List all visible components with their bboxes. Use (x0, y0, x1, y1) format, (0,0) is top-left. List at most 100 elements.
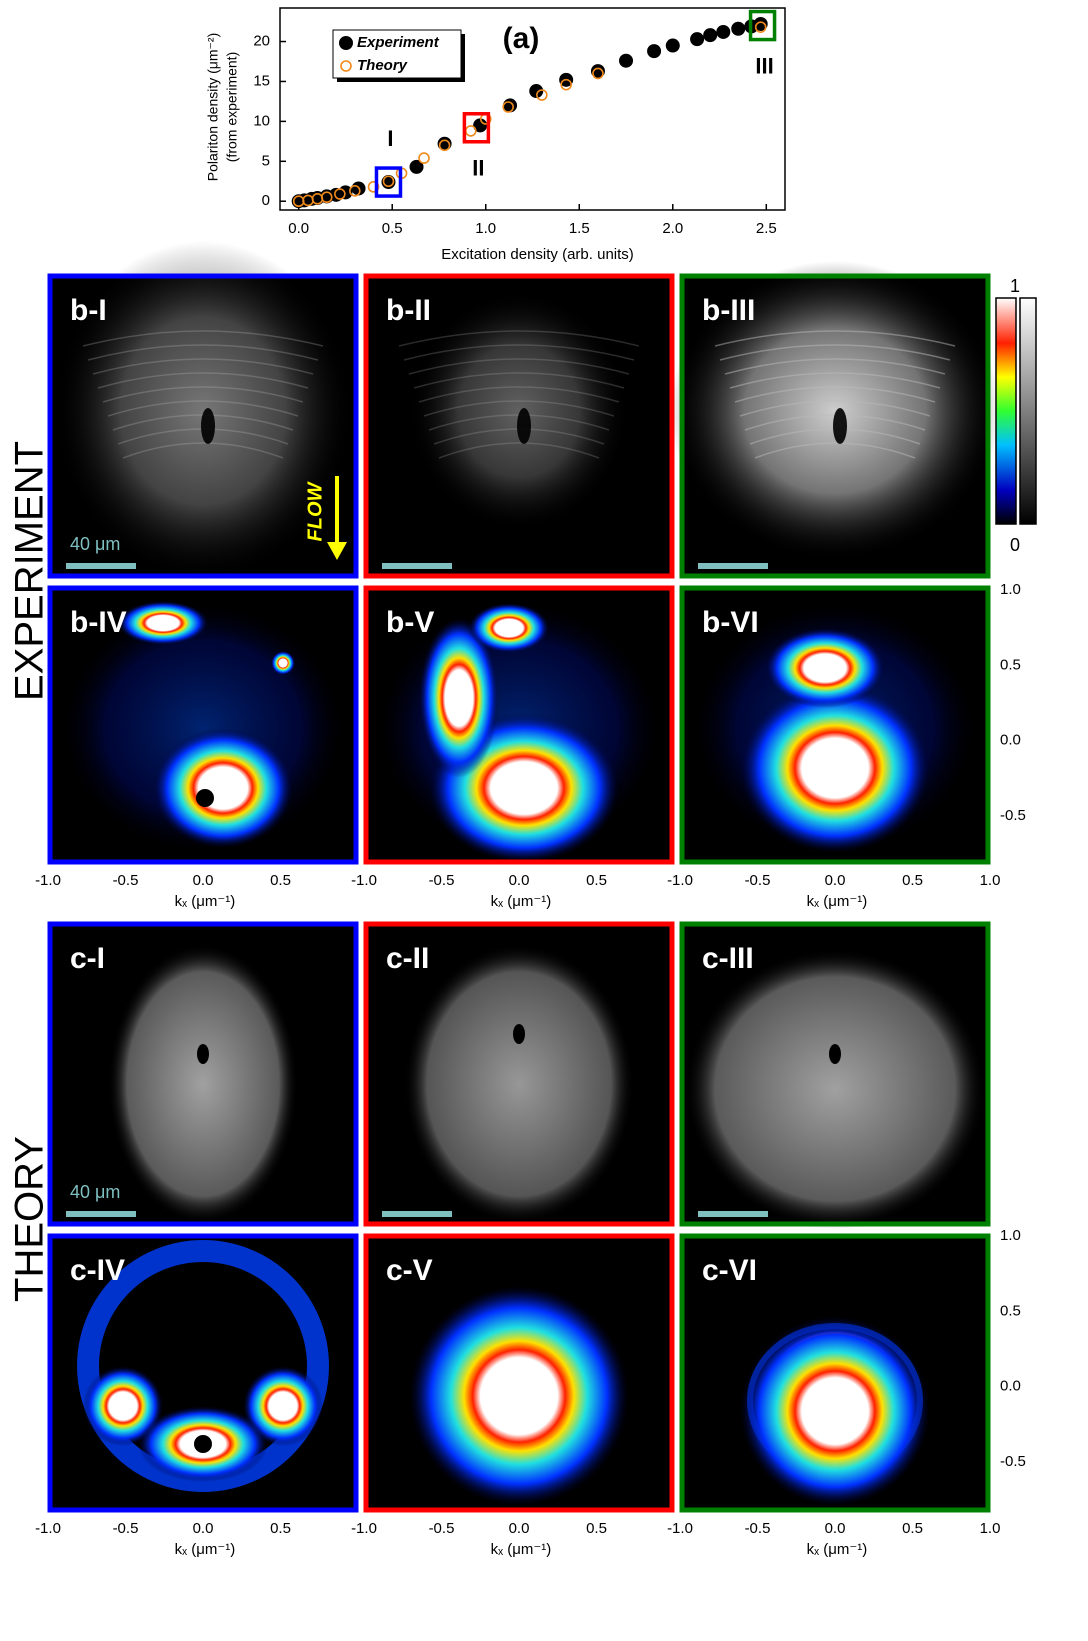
kx-axis-label: kₓ (μm⁻¹) (491, 893, 552, 910)
kx-tick-label: -0.5 (113, 1520, 139, 1537)
intensity (108, 944, 298, 1224)
chart-title: (a) (503, 22, 540, 55)
kx-tick-label: -1.0 (351, 872, 377, 889)
panel-label: c-I (70, 942, 105, 975)
pump-spot (194, 1435, 212, 1453)
x-tick-label: 2.0 (662, 220, 683, 237)
data-point (666, 39, 679, 52)
kx-tick-label: 0.0 (509, 1520, 530, 1537)
legend-label: Experiment (357, 34, 440, 51)
k-blob (118, 601, 208, 645)
defect (201, 408, 215, 444)
colorbar-max: 1 (1010, 276, 1020, 296)
panel-label: b-VI (702, 606, 759, 639)
panel-label: b-II (386, 294, 431, 327)
pump-spot (196, 789, 214, 807)
ky-tick-label: 1.0 (1000, 1227, 1021, 1244)
data-point (466, 126, 476, 136)
kx-tick-label: 0.0 (825, 1520, 846, 1537)
annotation-label: I (387, 126, 393, 151)
kx-tick-label: 0.5 (270, 872, 291, 889)
x-tick-label: 1.5 (569, 220, 590, 237)
k-blob (271, 651, 295, 675)
ky-tick-label: 0.0 (1000, 732, 1021, 749)
kx-axis-label: kₓ (μm⁻¹) (175, 893, 236, 910)
defect (513, 1024, 525, 1044)
data-point (704, 29, 717, 42)
kx-tick-label: 1.0 (980, 1520, 1001, 1537)
panel-label: c-VI (702, 1254, 757, 1287)
ky-tick-label: -0.5 (1000, 807, 1026, 824)
y-axis-label: Polariton density (μm⁻²) (205, 33, 221, 182)
data-point (648, 45, 661, 58)
kx-tick-label: -0.5 (429, 1520, 455, 1537)
k-blob (409, 1286, 629, 1506)
ky-tick-label: -0.5 (1000, 1453, 1026, 1470)
kx-tick-label: 0.5 (270, 1520, 291, 1537)
k-blob (469, 603, 549, 653)
defect (197, 1044, 209, 1064)
kx-tick-label: -0.5 (113, 872, 139, 889)
annotation-label: II (472, 156, 484, 181)
legend-label: Theory (357, 57, 408, 74)
colorbar-gray (1020, 298, 1036, 524)
defect (829, 1044, 841, 1064)
kx-tick-label: 0.5 (902, 872, 923, 889)
data-point (620, 54, 633, 67)
kx-tick-label: 0.5 (586, 1520, 607, 1537)
panel-label: c-II (386, 942, 429, 975)
kx-axis-label: kₓ (μm⁻¹) (807, 1541, 868, 1558)
y-tick-label: 15 (253, 72, 270, 89)
x-tick-label: 0.5 (382, 220, 403, 237)
panel-label: c-III (702, 942, 754, 975)
data-point (419, 153, 429, 163)
y-tick-label: 5 (262, 152, 270, 169)
k-blob (153, 728, 293, 848)
kx-tick-label: -0.5 (429, 872, 455, 889)
kx-tick-label: -1.0 (351, 1520, 377, 1537)
figure: 0.00.51.01.52.02.505101520Excitation den… (0, 0, 1088, 1641)
kx-axis-label: kₓ (μm⁻¹) (807, 893, 868, 910)
panel-label: b-V (386, 606, 434, 639)
panel-label: b-I (70, 294, 107, 327)
kx-tick-label: -1.0 (35, 1520, 61, 1537)
ky-tick-label: 0.0 (1000, 1378, 1021, 1395)
panel-label: c-V (386, 1254, 433, 1287)
data-point (717, 25, 730, 38)
intensity (685, 949, 985, 1229)
x-axis-label: Excitation density (arb. units) (441, 246, 634, 263)
kx-tick-label: -0.5 (745, 1520, 771, 1537)
kx-tick-label: -1.0 (35, 872, 61, 889)
kx-axis-label: kₓ (μm⁻¹) (491, 1541, 552, 1558)
data-point (691, 33, 704, 46)
x-tick-label: 2.5 (756, 220, 777, 237)
kx-tick-label: -1.0 (667, 1520, 693, 1537)
y-tick-label: 20 (253, 33, 270, 50)
kx-tick-label: 0.5 (902, 1520, 923, 1537)
x-tick-label: 0.0 (288, 220, 309, 237)
kx-tick-label: 0.5 (586, 872, 607, 889)
kx-tick-label: -1.0 (667, 872, 693, 889)
k-blob (740, 683, 930, 853)
x-tick-label: 1.0 (475, 220, 496, 237)
flow-label: FLOW (304, 480, 326, 541)
defect (833, 408, 847, 444)
data-point (504, 99, 517, 112)
kx-tick-label: 0.0 (509, 872, 530, 889)
kx-tick-label: 1.0 (980, 872, 1001, 889)
data-point (732, 22, 745, 35)
scale-bar-label: 40 μm (70, 1182, 120, 1202)
panel-label: b-IV (70, 606, 127, 639)
y-tick-label: 0 (262, 192, 270, 209)
scale-bar-label: 40 μm (70, 534, 120, 554)
defect (517, 408, 531, 444)
row-label: EXPERIMENT (8, 441, 52, 701)
colorbar-min: 0 (1010, 535, 1020, 555)
row-label: THEORY (8, 1136, 52, 1302)
ky-tick-label: 0.5 (1000, 1302, 1021, 1319)
panel-label: c-IV (70, 1254, 125, 1287)
panel-label: b-III (702, 294, 755, 327)
annotation-label: III (755, 53, 773, 78)
legend-marker (340, 37, 353, 50)
k-blob (765, 628, 885, 708)
